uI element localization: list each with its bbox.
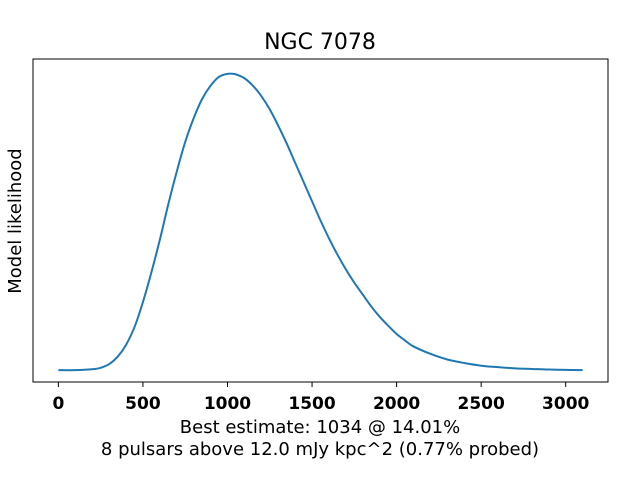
x-tick-label: 0 xyxy=(52,394,64,414)
x-axis-label-line-2: 8 pulsars above 12.0 mJy kpc^2 (0.77% pr… xyxy=(101,439,539,460)
likelihood-curve xyxy=(58,72,583,372)
x-tick-label: 3000 xyxy=(542,394,589,414)
chart-title: NGC 7078 xyxy=(264,30,376,55)
x-tick-label: 2500 xyxy=(457,394,504,414)
y-axis-label: Model likelihood xyxy=(5,148,26,294)
x-axis-ticks: 0 500 1000 1500 2000 2500 3000 xyxy=(52,382,590,414)
x-tick-label: 1000 xyxy=(204,394,251,414)
plot-frame xyxy=(32,58,609,383)
x-axis-label-line-1: Best estimate: 1034 @ 14.01% xyxy=(180,417,460,438)
series-layer xyxy=(58,72,583,372)
x-tick-label: 500 xyxy=(125,394,161,414)
x-tick-label: 2000 xyxy=(373,394,420,414)
x-tick-label: 1500 xyxy=(288,394,335,414)
